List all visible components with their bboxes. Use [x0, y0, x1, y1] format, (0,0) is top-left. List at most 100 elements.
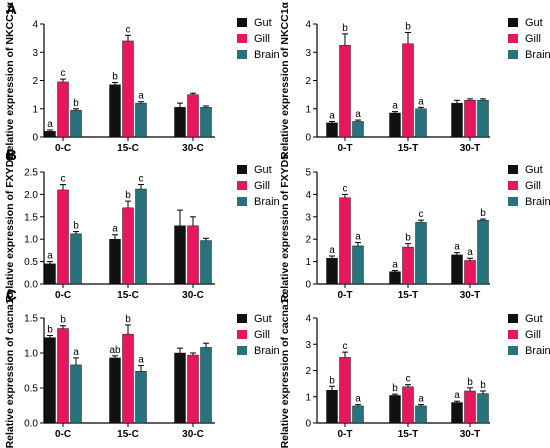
legend-swatch-brain [508, 197, 518, 206]
bar-brain [70, 364, 82, 424]
legend-swatch-brain [237, 346, 247, 355]
significance-letter: a [112, 224, 118, 235]
bar-brain [200, 107, 212, 138]
bar-brain [135, 188, 147, 285]
legend-swatch-gut [237, 165, 247, 174]
significance-letter: a [47, 119, 53, 130]
x-tick-label: 30-C [182, 143, 204, 154]
bar-gut [44, 263, 56, 285]
legend-label-gill: Gill [254, 329, 270, 341]
y-tick-label: 4 [305, 314, 311, 325]
significance-letter: a [138, 91, 144, 102]
legend-label-gut: Gut [525, 164, 543, 176]
y-tick-label: 1.0 [24, 349, 38, 360]
bar-brain [200, 240, 212, 285]
significance-letter: c [419, 209, 424, 220]
x-tick-label: 0-T [338, 429, 353, 440]
significance-letter: a [392, 260, 398, 271]
legend-label-brain: Brain [525, 196, 550, 208]
x-tick-label: 0-C [55, 143, 71, 154]
y-tick-label: 4 [32, 20, 38, 31]
legend-label-gill: Gill [525, 329, 541, 341]
legend-label-gut: Gut [525, 17, 543, 29]
y-tick-label: 3 [305, 340, 311, 351]
bar-gut [174, 352, 186, 424]
legend-label-gill: Gill [525, 33, 541, 45]
y-tick-label: 4 [305, 20, 311, 31]
bar-gut [109, 357, 121, 424]
legend-swatch-gill [508, 34, 518, 43]
y-tick-label: 1 [32, 104, 38, 115]
y-tick-label: 1.0 [24, 235, 38, 246]
bar-brain [477, 393, 489, 424]
significance-letter: c [139, 174, 144, 185]
significance-letter: a [467, 247, 473, 258]
x-tick-label: 0-T [338, 143, 353, 154]
legend-label-gut: Gut [254, 164, 272, 176]
y-tick-label: 1 [305, 257, 311, 268]
significance-letter: b [125, 314, 131, 325]
x-tick-label: 0-C [55, 290, 71, 301]
y-tick-label: 0 [305, 419, 311, 430]
y-tick-label: 0 [305, 280, 311, 291]
y-tick-label: 1 [305, 392, 311, 403]
significance-letter: c [343, 341, 348, 352]
x-tick-label: 15-C [117, 290, 139, 301]
bar-brain [135, 102, 147, 138]
bar-gut [451, 402, 463, 424]
legend-label-brain: Brain [254, 196, 280, 208]
bar-gill [122, 40, 134, 138]
y-tick-label: 0 [305, 133, 311, 144]
legend-label-brain: Brain [525, 345, 550, 357]
y-tick-label: 5 [305, 168, 311, 179]
legend-swatch-gut [508, 18, 518, 27]
significance-letter: a [355, 109, 361, 120]
significance-letter: c [61, 68, 66, 79]
bar-gut [174, 107, 186, 138]
significance-letter: b [480, 380, 486, 391]
legend-swatch-brain [237, 197, 247, 206]
y-tick-label: 0 [32, 133, 38, 144]
x-tick-label: 30-T [460, 143, 481, 154]
legend-swatch-gut [237, 314, 247, 323]
bar-gill [187, 225, 199, 285]
x-tick-label: 15-C [117, 143, 139, 154]
y-tick-label: 2 [305, 235, 311, 246]
legend-label-gill: Gill [254, 180, 270, 192]
y-axis-label: Relative expression of FXYD5 [4, 154, 16, 302]
significance-letter: a [47, 251, 53, 262]
legend-swatch-brain [237, 50, 247, 59]
legend-label-gill: Gill [254, 33, 270, 45]
significance-letter: b [73, 98, 79, 109]
bar-gill [402, 246, 414, 285]
bar-gill [57, 328, 69, 424]
x-tick-label: 0-C [55, 429, 71, 440]
legend-label-gut: Gut [525, 313, 543, 325]
y-axis-label: Relative expression of cacna1c [279, 292, 291, 448]
y-tick-label: 2 [32, 76, 38, 87]
bar-gill [57, 189, 69, 285]
legend-swatch-brain [508, 346, 518, 355]
significance-letter: c [343, 183, 348, 194]
y-tick-label: 4 [305, 190, 311, 201]
x-tick-label: 30-C [182, 429, 204, 440]
y-tick-label: 0.0 [24, 280, 38, 291]
significance-letter: a [454, 390, 460, 401]
bar-gut [326, 122, 338, 138]
significance-letter: c [406, 374, 411, 385]
significance-letter: a [392, 101, 398, 112]
y-tick-label: 3 [32, 48, 38, 59]
bar-gut [389, 271, 401, 285]
bar-brain [70, 109, 82, 138]
significance-letter: a [138, 355, 144, 366]
significance-letter: b [480, 208, 486, 219]
bar-brain [415, 222, 427, 285]
significance-letter: b [60, 315, 66, 326]
legend-swatch-gut [508, 314, 518, 323]
bar-gut [451, 102, 463, 138]
bar-brain [477, 100, 489, 138]
bar-gill [187, 354, 199, 424]
y-tick-label: 2 [305, 76, 311, 87]
significance-letter: a [329, 110, 335, 121]
